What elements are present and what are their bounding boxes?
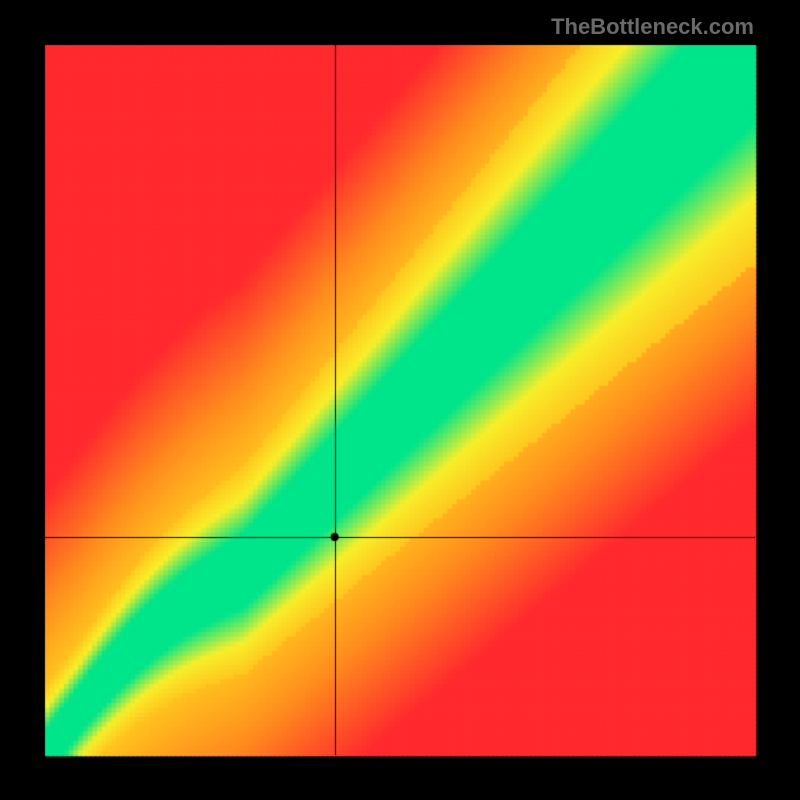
bottleneck-heatmap bbox=[0, 0, 800, 800]
chart-container: TheBottleneck.com bbox=[0, 0, 800, 800]
